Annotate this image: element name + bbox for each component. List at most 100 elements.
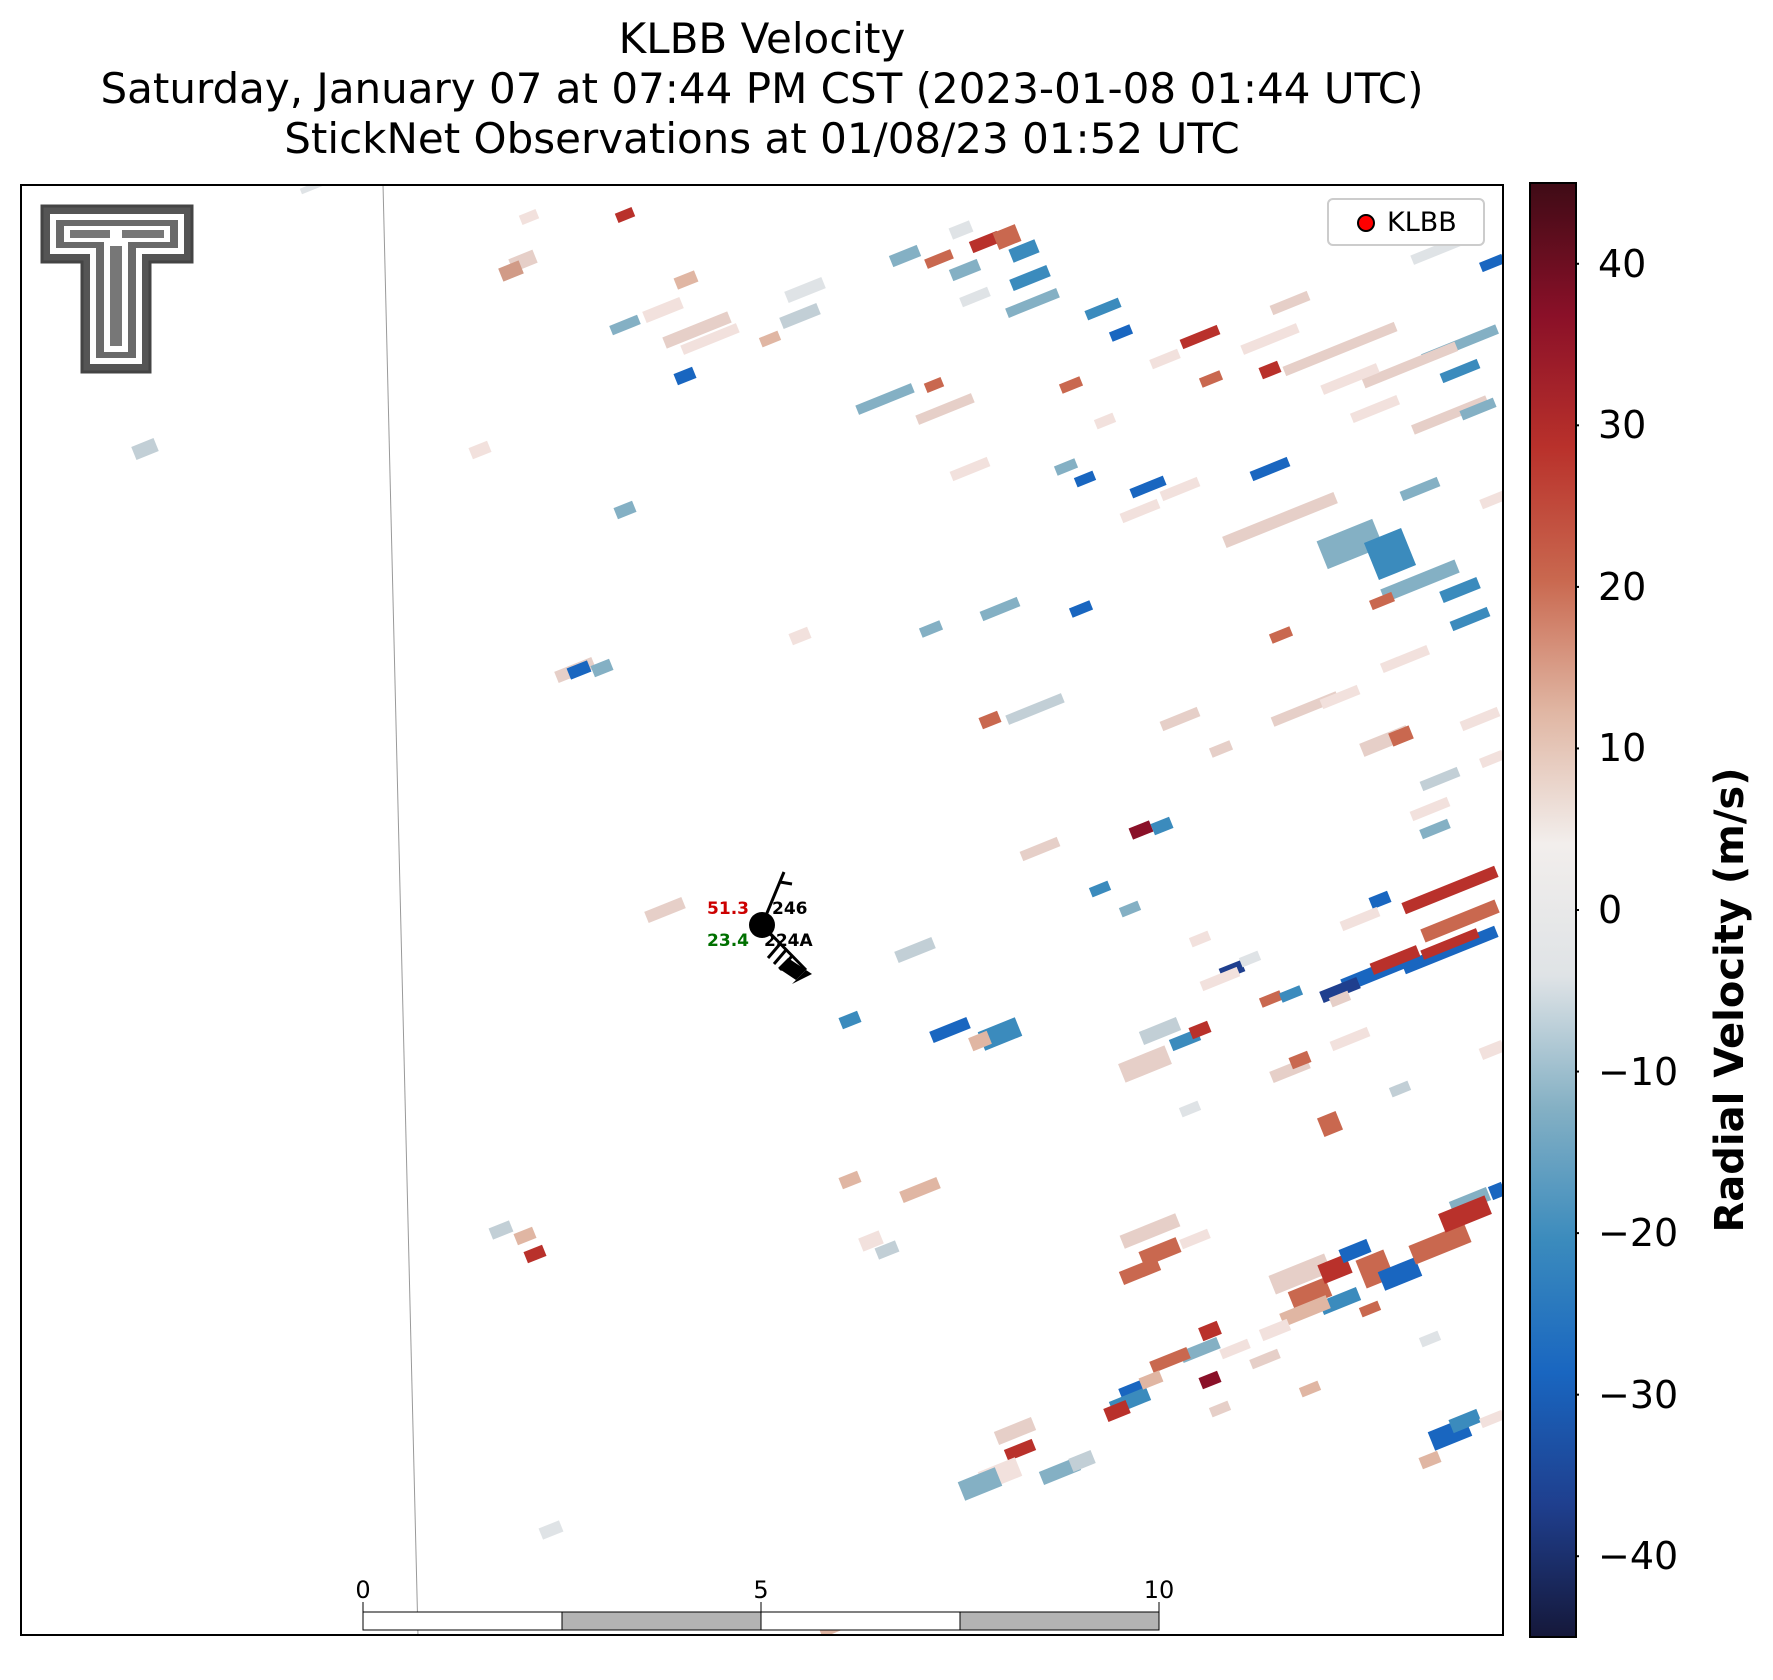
colorbar-tick-label: 40 bbox=[1598, 241, 1647, 286]
radar-echo-pixel bbox=[1159, 476, 1201, 502]
radar-echo-pixel bbox=[1268, 1253, 1332, 1295]
radar-echo-pixel bbox=[1019, 836, 1061, 862]
radar-echo-pixel bbox=[968, 230, 1002, 254]
radar-echo-pixel bbox=[662, 311, 732, 349]
radar-echo-pixel bbox=[1420, 899, 1500, 943]
radar-echo-pixel bbox=[1339, 906, 1381, 932]
radar-echo-pixel bbox=[993, 1417, 1037, 1445]
radar-echo-pixel bbox=[1129, 475, 1167, 499]
radar-map: 51.3 23.4 246 224A 0 5 10 km bbox=[20, 184, 1504, 1636]
radar-echo-pixel bbox=[1329, 1026, 1371, 1052]
radar-echo-pixel bbox=[609, 314, 641, 336]
radar-echo-pixel bbox=[673, 270, 699, 290]
radar-echo-pixel bbox=[1222, 491, 1338, 549]
radar-echo-pixel bbox=[899, 1176, 941, 1204]
radar-echo-pixel bbox=[1449, 606, 1491, 632]
radar-echo-pixel bbox=[1287, 1277, 1333, 1311]
radar-echo-pixel bbox=[1198, 1320, 1222, 1342]
radar-echo-pixel bbox=[1479, 253, 1504, 273]
radar-echo-pixel bbox=[1316, 518, 1384, 570]
radar-echo-pixel bbox=[1269, 290, 1311, 316]
station-dewpoint: 23.4 bbox=[707, 931, 749, 951]
radar-echo-pixel bbox=[758, 330, 782, 348]
radar-echo-pixel bbox=[299, 184, 325, 195]
colorbar-tick-label: 0 bbox=[1598, 888, 1623, 932]
radar-echo-pixel bbox=[838, 1170, 862, 1190]
radar-echo-pixel bbox=[838, 1010, 862, 1030]
scale-label-10: 10 bbox=[1144, 1576, 1175, 1604]
radar-echo-pixel bbox=[1439, 358, 1481, 384]
radar-echo-pixel bbox=[918, 620, 944, 638]
radar-echo-pixel bbox=[929, 1016, 971, 1044]
station-id: 224A bbox=[764, 931, 813, 951]
radar-echo-pixel bbox=[1459, 397, 1497, 421]
radar-echo-pixel bbox=[1053, 458, 1079, 476]
radar-echo-pixel bbox=[1278, 985, 1304, 1003]
radar-echo-pixel bbox=[788, 626, 812, 646]
radar-echo-pixel bbox=[1418, 1450, 1442, 1470]
radar-echo-pixel bbox=[1240, 323, 1300, 355]
radar-echo-pixel bbox=[523, 1244, 547, 1264]
radar-echo-pixel bbox=[1368, 890, 1392, 910]
radar-echoes bbox=[131, 184, 1504, 1636]
radar-echo-pixel bbox=[613, 500, 637, 520]
radar-echo-pixel bbox=[1369, 945, 1421, 975]
colorbar-tick-label: 30 bbox=[1598, 403, 1647, 448]
radar-echo-pixel bbox=[1320, 363, 1380, 395]
radar-echo-pixel bbox=[855, 383, 915, 415]
radar-echo-pixel bbox=[1419, 766, 1461, 792]
radar-echo-pixel bbox=[1479, 749, 1504, 769]
radar-echo-pixel bbox=[1009, 264, 1051, 292]
colorbar-tick-label: −40 bbox=[1598, 1534, 1679, 1579]
colorbar bbox=[1529, 182, 1579, 1638]
klbb-marker-icon bbox=[1357, 214, 1375, 232]
radar-echo-pixel bbox=[518, 208, 540, 226]
chart-title: KLBB Velocity bbox=[618, 14, 906, 63]
radar-echo-pixel bbox=[1258, 1318, 1292, 1342]
radar-echo-pixel bbox=[1068, 1450, 1096, 1472]
radar-echo-pixel bbox=[784, 276, 826, 304]
radar-echo-pixel bbox=[1219, 1338, 1251, 1360]
radar-echo-pixel bbox=[1138, 1370, 1164, 1390]
radar-echo-pixel bbox=[680, 323, 740, 355]
radar-echo-pixel bbox=[1358, 1300, 1382, 1318]
radar-echo-pixel bbox=[1118, 1257, 1162, 1285]
radar-echo-pixel bbox=[1438, 1195, 1492, 1233]
radar-echo-pixel bbox=[1439, 576, 1481, 604]
radar-echo-pixel bbox=[1380, 559, 1460, 603]
radar-echo-pixel bbox=[1198, 370, 1224, 388]
colorbar-tick-label: −20 bbox=[1598, 1211, 1679, 1256]
radar-echo-pixel bbox=[894, 936, 936, 964]
legend-label: KLBB bbox=[1387, 207, 1457, 238]
radar-echo-pixel bbox=[1279, 1295, 1331, 1327]
radar-echo-pixel bbox=[1249, 456, 1291, 482]
county-border-line bbox=[382, 184, 419, 1636]
radar-echo-pixel bbox=[978, 710, 1002, 730]
colorbar-tick-label: 20 bbox=[1598, 564, 1647, 609]
radar-echo-pixel bbox=[915, 393, 975, 425]
radar-echo-pixel bbox=[1118, 1045, 1172, 1083]
radar-echo-pixel bbox=[1448, 1408, 1482, 1434]
radar-echo-pixel bbox=[1058, 376, 1084, 394]
radar-echo-pixel bbox=[673, 366, 697, 386]
radar-echo-pixel bbox=[1188, 930, 1212, 948]
radar-echo-pixel bbox=[614, 206, 636, 224]
radar-echo-pixel bbox=[1149, 348, 1181, 370]
radar-echo-pixel bbox=[1068, 600, 1094, 618]
radar-echo-pixel bbox=[1319, 684, 1361, 710]
radar-echo-pixel bbox=[1361, 341, 1459, 389]
radar-echo-pixel bbox=[1128, 820, 1154, 840]
radar-echo-pixel bbox=[1319, 976, 1361, 1004]
radar-echo-pixel bbox=[1208, 1400, 1232, 1418]
radar-echo-pixel bbox=[1149, 1346, 1191, 1374]
map-frame bbox=[20, 184, 1504, 1636]
radar-echo-pixel bbox=[1388, 1080, 1412, 1098]
radar-echo-pixel bbox=[874, 1240, 900, 1260]
radar-echo-pixel bbox=[1150, 816, 1174, 836]
radar-echo-pixel bbox=[1478, 1039, 1504, 1061]
radar-echo-pixel bbox=[1178, 1100, 1202, 1118]
radar-echo-pixel bbox=[968, 1030, 992, 1052]
radar-echo-pixel bbox=[1008, 239, 1040, 263]
scale-label-5: 5 bbox=[753, 1576, 768, 1604]
radar-echo-pixel bbox=[1338, 1238, 1372, 1264]
